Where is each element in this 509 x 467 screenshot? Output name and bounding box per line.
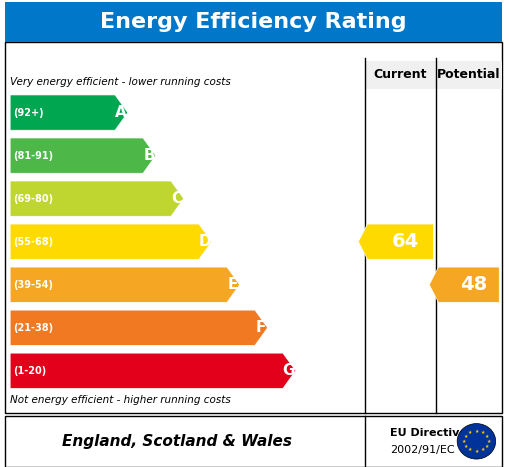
Polygon shape (10, 353, 296, 389)
Text: England, Scotland & Wales: England, Scotland & Wales (63, 434, 292, 449)
Text: (69-80): (69-80) (13, 194, 53, 204)
Text: ★: ★ (485, 444, 490, 449)
Polygon shape (429, 267, 499, 302)
Text: C: C (172, 191, 183, 206)
Text: 2002/91/EC: 2002/91/EC (390, 445, 455, 455)
Text: Current: Current (374, 68, 427, 81)
Circle shape (457, 424, 496, 459)
Text: Energy Efficiency Rating: Energy Efficiency Rating (100, 12, 407, 32)
Text: Very energy efficient - lower running costs: Very energy efficient - lower running co… (10, 78, 231, 87)
Text: ★: ★ (474, 429, 478, 434)
Text: E: E (228, 277, 238, 292)
Text: D: D (199, 234, 211, 249)
Text: 48: 48 (460, 275, 488, 294)
Polygon shape (10, 181, 184, 216)
Text: ★: ★ (480, 447, 485, 453)
Text: (92+): (92+) (13, 107, 43, 118)
Polygon shape (10, 310, 268, 346)
Text: (21-38): (21-38) (13, 323, 53, 333)
Text: Not energy efficient - higher running costs: Not energy efficient - higher running co… (10, 395, 231, 404)
Polygon shape (10, 95, 128, 130)
Text: (1-20): (1-20) (13, 366, 46, 376)
Text: (39-54): (39-54) (13, 280, 52, 290)
Text: ★: ★ (485, 434, 490, 439)
Text: (55-68): (55-68) (13, 237, 53, 247)
Text: Potential: Potential (437, 68, 500, 81)
Text: ★: ★ (480, 430, 485, 435)
Text: 64: 64 (392, 232, 419, 251)
Text: ★: ★ (468, 447, 472, 453)
Text: ★: ★ (463, 444, 468, 449)
Text: (81-91): (81-91) (13, 151, 53, 161)
Text: A: A (115, 105, 127, 120)
Polygon shape (10, 224, 212, 259)
Text: ★: ★ (463, 434, 468, 439)
Bar (436, 61, 502, 89)
Text: ★: ★ (474, 449, 478, 453)
Text: EU Directive: EU Directive (390, 428, 467, 438)
Text: G: G (282, 363, 295, 378)
Bar (365, 61, 436, 89)
Text: ★: ★ (468, 430, 472, 435)
Text: ★: ★ (487, 439, 491, 444)
Polygon shape (10, 267, 240, 302)
Text: F: F (256, 320, 266, 335)
FancyBboxPatch shape (5, 2, 502, 42)
Bar (5, 416, 502, 467)
Polygon shape (358, 224, 433, 259)
Polygon shape (10, 138, 156, 173)
Text: ★: ★ (462, 439, 466, 444)
Text: B: B (144, 148, 155, 163)
Bar (5, 42, 502, 413)
